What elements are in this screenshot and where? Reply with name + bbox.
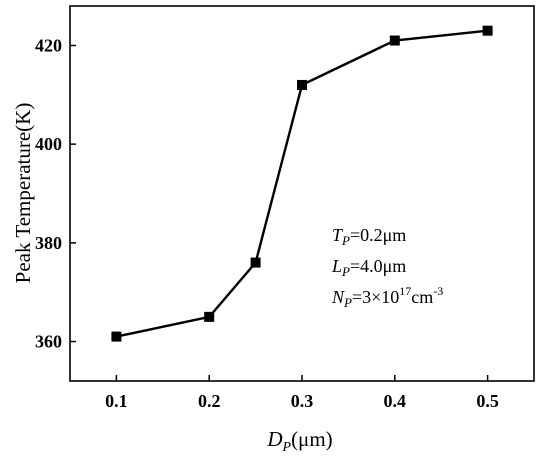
annotation-np-unit-exponent: -3 [433, 284, 443, 298]
annotation-lp: LP=4.0μm [331, 256, 406, 279]
x-axis-label-sub: P [282, 440, 292, 455]
y-tick-label: 420 [35, 35, 62, 55]
y-axis-ticks: 360 380 400 420 [35, 35, 76, 352]
annotation-lp-sub: P [341, 264, 350, 279]
annotation-lp-main: L [331, 256, 342, 276]
data-point [297, 79, 307, 90]
data-point [250, 257, 261, 268]
annotation-np-exponent: 17 [399, 284, 411, 298]
annotation-np-sub: P [343, 295, 352, 310]
x-axis-ticks: 0.1 0.2 0.3 0.4 0.5 [105, 375, 499, 411]
x-tick-label: 0.3 [291, 391, 314, 411]
series-line [116, 29, 488, 338]
series-markers [111, 25, 493, 342]
annotation-np-main: N [331, 287, 345, 307]
x-tick-label: 0.1 [105, 391, 128, 411]
annotation-tp-sub: P [341, 233, 350, 248]
x-tick-label: 0.2 [198, 391, 221, 411]
plot-frame [69, 5, 535, 382]
y-tick-label: 400 [35, 134, 62, 154]
annotation-np: NP=3×1017cm-3 [331, 284, 443, 310]
data-point [111, 331, 122, 342]
x-axis-label-main: D [266, 427, 282, 451]
y-tick-label: 360 [35, 332, 62, 352]
annotation-tp: TP=0.2μm [332, 225, 406, 248]
annotation-np-value: =3×10 [352, 287, 399, 307]
data-point [204, 311, 215, 322]
y-axis-label: Peak Temperature(K) [11, 103, 35, 284]
data-point [389, 35, 400, 46]
x-tick-label: 0.5 [476, 391, 499, 411]
x-tick-label: 0.4 [384, 391, 407, 411]
annotation-lp-value: =4.0μm [350, 256, 406, 276]
annotation-tp-value: =0.2μm [350, 225, 406, 245]
annotation-np-unit: cm [411, 287, 433, 307]
x-axis-label: DP(μm) [266, 427, 332, 455]
data-point [482, 25, 493, 36]
y-tick-label: 380 [35, 233, 62, 253]
annotation-tp-main: T [332, 225, 344, 245]
x-axis-label-unit: (μm) [291, 427, 333, 451]
